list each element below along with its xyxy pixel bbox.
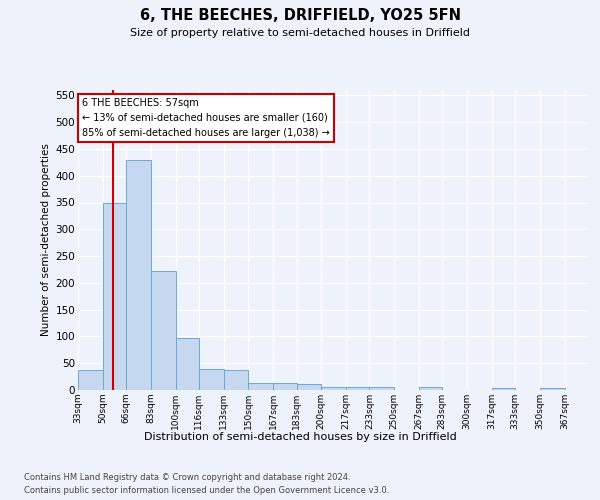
Bar (322, 388, 346, 390)
Y-axis label: Number of semi-detached properties: Number of semi-detached properties (41, 144, 52, 336)
Bar (492, 388, 515, 390)
Bar (296, 384, 322, 390)
Bar (224, 370, 248, 390)
Text: 6 THE BEECHES: 57sqm
← 13% of semi-detached houses are smaller (160)
85% of semi: 6 THE BEECHES: 57sqm ← 13% of semi-detac… (82, 98, 330, 138)
Bar (346, 388, 370, 390)
Bar (103, 202, 126, 390)
Bar (151, 271, 176, 390)
Bar (176, 338, 199, 390)
Bar (199, 368, 224, 390)
Text: Size of property relative to semi-detached houses in Driffield: Size of property relative to semi-detach… (130, 28, 470, 38)
Text: Contains public sector information licensed under the Open Government Licence v3: Contains public sector information licen… (24, 486, 389, 495)
Text: Distribution of semi-detached houses by size in Driffield: Distribution of semi-detached houses by … (143, 432, 457, 442)
Bar (370, 388, 394, 390)
Bar (78, 370, 103, 390)
Bar (273, 382, 296, 390)
Text: 6, THE BEECHES, DRIFFIELD, YO25 5FN: 6, THE BEECHES, DRIFFIELD, YO25 5FN (139, 8, 461, 22)
Text: Contains HM Land Registry data © Crown copyright and database right 2024.: Contains HM Land Registry data © Crown c… (24, 472, 350, 482)
Bar (126, 160, 151, 390)
Bar (419, 388, 442, 390)
Bar (540, 388, 565, 390)
Bar (248, 383, 273, 390)
